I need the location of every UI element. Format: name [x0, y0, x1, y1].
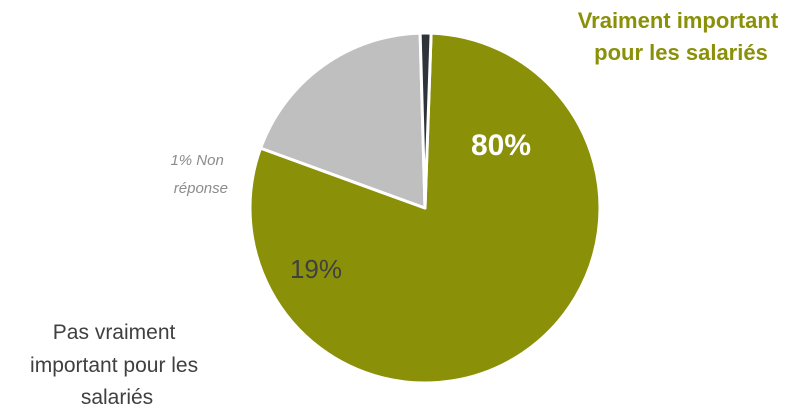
value-label-vraiment-important: 80% [471, 129, 531, 162]
category-label-line: Vraiment important [578, 8, 779, 33]
category-label-line: important pour les [30, 354, 198, 377]
category-label-non-reponse: 1% Non réponse [170, 152, 228, 197]
value-label-pas-vraiment-important: 19% [290, 254, 342, 284]
category-label-vraiment-important: Vraiment important pour les salariés [578, 8, 785, 65]
category-label-line: réponse [174, 180, 228, 197]
category-label-line: Pas vraiment [53, 321, 176, 344]
slice-pas-vraiment-important [259, 31, 427, 210]
pie-slices [248, 31, 602, 385]
category-label-pas-vraiment-important: Pas vraiment important pour les salariés [30, 321, 204, 408]
category-label-line: pour les salariés [594, 40, 768, 65]
slice-non-reponse [418, 31, 433, 210]
category-label-line: 1% Non [170, 152, 223, 169]
category-label-line: salariés [81, 386, 153, 408]
